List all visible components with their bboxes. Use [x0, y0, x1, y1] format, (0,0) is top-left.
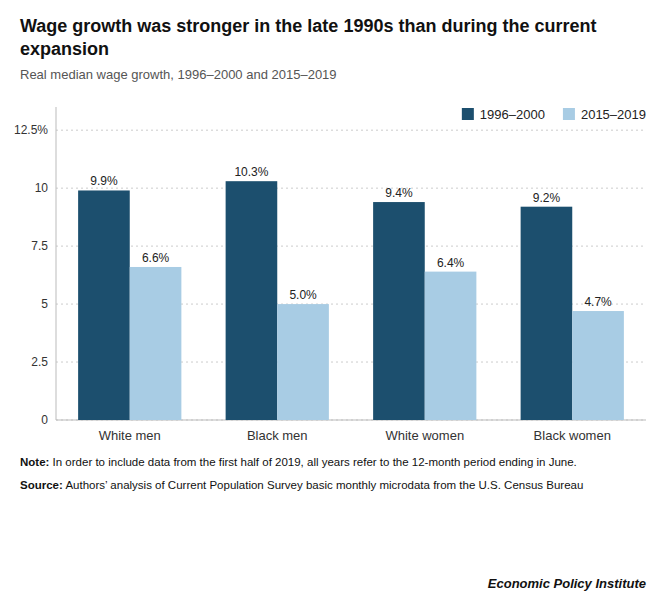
x-tick-label: White women [385, 428, 464, 443]
subtitle: Real median wage growth, 1996–2000 and 2… [20, 67, 337, 82]
title: Wage growth was stronger in the late 199… [20, 16, 596, 59]
legend-label: 2015–2019 [581, 107, 646, 122]
data-label: 5.0% [289, 288, 317, 302]
data-label: 9.4% [385, 186, 413, 200]
data-label: 4.7% [584, 295, 612, 309]
bars [78, 181, 624, 420]
data-labels: 9.9% 10.3% 9.4% 9.2% 6.6% 5.0% 6.4% 4.7% [90, 165, 612, 309]
y-ticks: 0 2.5 5 7.5 10 12.5% [14, 123, 48, 427]
footer-note: Source: Authors’ analysis of Current Pop… [20, 479, 583, 491]
legend-swatch [563, 108, 575, 120]
legend-swatch [462, 108, 474, 120]
chart: Wage growth was stronger in the late 199… [0, 0, 666, 600]
y-tick-label: 2.5 [31, 355, 48, 369]
grid-line [56, 188, 646, 189]
bar [78, 190, 130, 420]
y-axis-line [56, 107, 57, 420]
data-label: 10.3% [234, 165, 268, 179]
x-tick-label: Black women [534, 428, 611, 443]
grid [56, 130, 646, 420]
y-tick-label: 10 [35, 181, 49, 195]
y-tick-label: 12.5% [14, 123, 48, 137]
x-tick-label: White men [99, 428, 161, 443]
data-label: 9.9% [90, 174, 118, 188]
attribution: Economic Policy Institute [488, 576, 646, 591]
bar [572, 311, 624, 420]
bar [130, 267, 182, 420]
y-tick-label: 7.5 [31, 239, 48, 253]
data-label: 6.4% [437, 256, 465, 270]
legend: 1996–2000 2015–2019 [462, 107, 646, 122]
bar [373, 202, 425, 420]
legend-label: 1996–2000 [480, 107, 545, 122]
y-tick-label: 0 [41, 413, 48, 427]
y-tick-label: 5 [41, 297, 48, 311]
data-label: 6.6% [142, 251, 170, 265]
bar [277, 304, 329, 420]
data-label: 9.2% [533, 191, 561, 205]
footer-note: Note: In order to include data from the … [20, 456, 577, 468]
x-tick-label: Black men [247, 428, 308, 443]
bar [226, 181, 278, 420]
grid-line [56, 130, 646, 131]
bar [521, 207, 573, 420]
bar [425, 272, 477, 420]
x-ticks: White men Black men White women Black women [99, 428, 611, 443]
